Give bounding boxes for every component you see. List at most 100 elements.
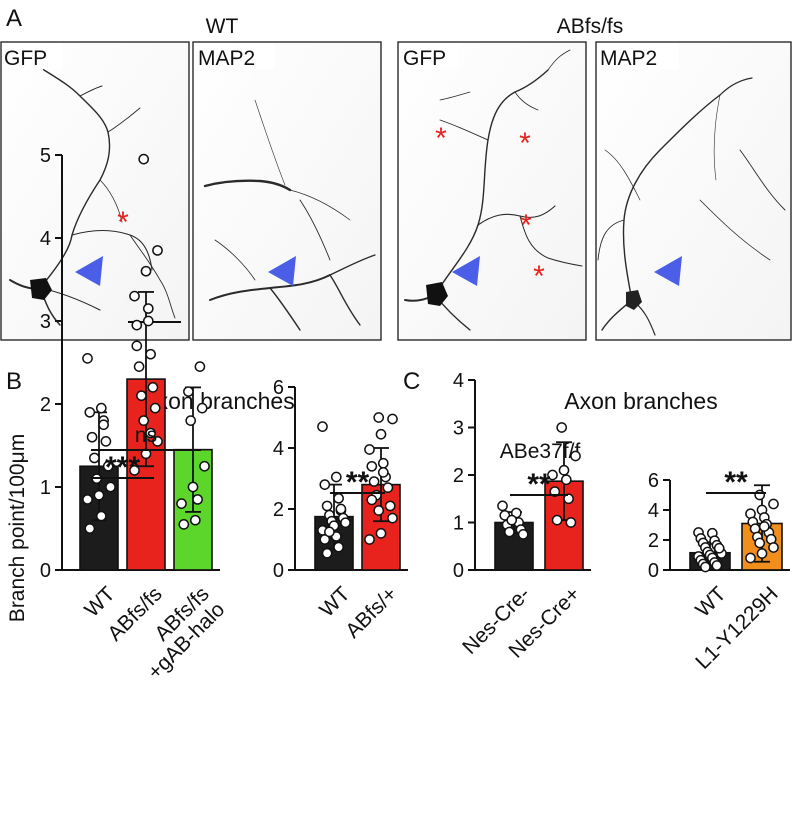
data-point [377,467,389,478]
y-axis-label: Branch point/100μm [6,434,29,622]
data-point [373,505,385,516]
y-tick-label: 4 [40,228,51,250]
data-point [506,514,518,526]
panel-a-letter: A [6,5,22,32]
data-point [373,412,385,423]
data-point [183,386,194,397]
y-tick-label: 1 [40,477,51,499]
y-tick-label: 3 [453,418,464,440]
data-point [377,457,389,469]
data-point [82,353,93,364]
data-point [335,503,347,515]
asterisk-icon: * [117,206,129,239]
data-point [375,428,387,440]
panel-c-letter: C [403,368,420,395]
y-tick-label: 4 [273,438,284,460]
wt-group-title: WT [206,15,239,38]
y-tick-label: 6 [273,377,284,399]
significance-label: ** [724,466,748,499]
asterisk-icon: * [533,260,545,293]
abfsfs-group-title: ABfs/fs [557,15,624,38]
y-tick-label: 4 [648,500,659,522]
svg-text:*: * [519,127,531,160]
y-tick-label: 0 [453,560,464,582]
significance-label: ** [346,466,370,499]
y-tick-label: 1 [453,513,464,535]
data-point [95,510,107,522]
data-point [194,361,206,372]
significance-label: ns [135,424,157,447]
y-tick-label: 6 [648,470,659,492]
data-point [319,534,331,545]
data-point [560,474,572,486]
data-point [504,526,515,538]
data-point [556,422,568,433]
data-point [768,542,779,553]
arrowhead-icon [654,256,682,286]
significance-label: *** [105,451,140,484]
data-point [321,547,333,559]
data-point [105,481,116,493]
data-point [565,517,577,528]
y-tick-label: 5 [40,145,51,167]
y-tick-label: 0 [273,560,284,582]
micrograph-abfsfs-gfp: * * * * GFP [397,41,587,341]
svg-text:*: * [533,260,545,293]
data-point [199,460,210,472]
data-point [758,521,770,532]
panel-b-letter: B [6,368,22,395]
data-point [549,486,561,497]
y-tick-label: 2 [40,394,51,416]
asterisk-icon: * [520,209,532,242]
panel-b-title: Axon branches [141,388,294,414]
chart-title: ABe37f/f [500,440,581,463]
data-point [368,476,380,487]
data-point [700,561,711,573]
asterisk-icon: * [435,122,447,155]
panel-label-map2: MAP2 [198,47,255,70]
arrowhead-icon [75,256,103,286]
data-point [382,482,394,493]
y-tick-label: 0 [648,560,659,582]
arrowhead-icon [268,256,296,286]
data-point [152,436,163,447]
data-point [517,529,529,540]
data-point [178,519,190,530]
data-point [756,548,768,559]
data-point [551,514,563,526]
data-point [147,382,159,393]
data-point [129,290,140,302]
svg-text:*: * [435,122,447,155]
micrograph-abfsfs-map2: MAP2 [595,41,792,341]
data-point [140,265,152,277]
data-point [333,541,344,553]
data-point [93,489,105,501]
data-point [84,523,96,534]
category-label: WT [691,582,730,621]
data-point [86,431,98,443]
data-point [131,340,143,352]
panel-label-map2: MAP2 [600,47,657,70]
data-point [317,421,328,432]
data-point [364,534,375,545]
arrowhead-icon [452,256,480,286]
category-label: WT [315,582,354,621]
y-tick-label: 0 [40,560,51,582]
y-tick-label: 2 [453,465,464,487]
data-point [321,500,333,512]
data-point [152,245,163,256]
data-point [145,348,156,360]
micrograph-wt-map2: MAP2 [192,41,382,341]
data-point [136,390,147,402]
svg-text:*: * [520,209,532,242]
data-point [497,500,508,512]
y-tick-label: 4 [453,370,464,392]
data-point [768,498,779,510]
data-point [319,479,331,490]
category-label: ABfs/+ [341,582,401,642]
asterisk-icon: * [519,127,531,160]
data-point [145,427,156,439]
